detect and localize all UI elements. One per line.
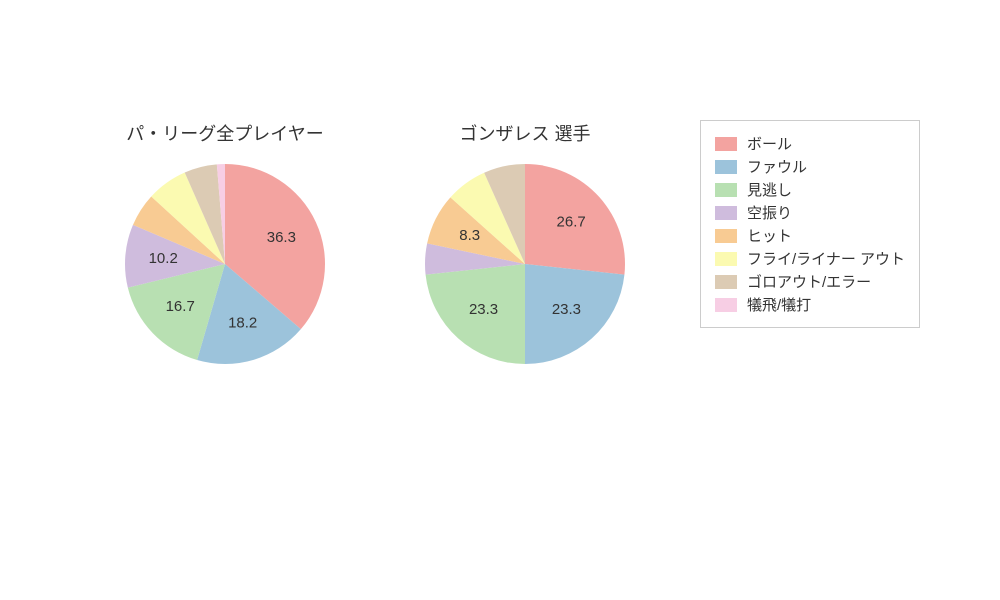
pie-chart-player: ゴンザレス 選手 26.7 23.3 23.3 8.3 <box>395 120 655 379</box>
legend-label-ball: ボール <box>747 133 792 154</box>
legend-item-ground: ゴロアウト/エラー <box>715 271 905 292</box>
legend-item-fly: フライ/ライナー アウト <box>715 248 905 269</box>
legend-item-hit: ヒット <box>715 225 905 246</box>
slice-label-foul: 23.3 <box>552 301 581 318</box>
slice-label-ball: 26.7 <box>557 214 586 231</box>
slice-label-hit: 8.3 <box>459 227 480 244</box>
legend: ボールファウル見逃し空振りヒットフライ/ライナー アウトゴロアウト/エラー犠飛/… <box>700 120 920 328</box>
slice-label-swing: 10.2 <box>149 250 178 267</box>
chart-container: パ・リーグ全プレイヤー 36.3 18.2 16.7 10.2 ゴンザレス 選手 26… <box>0 0 1000 600</box>
legend-item-sac: 犠飛/犠打 <box>715 294 905 315</box>
chart-title-player: ゴンザレス 選手 <box>395 120 655 146</box>
pie-chart-league: パ・リーグ全プレイヤー 36.3 18.2 16.7 10.2 <box>95 120 355 379</box>
legend-swatch-sac <box>715 298 737 312</box>
legend-item-miss: 見逃し <box>715 179 905 200</box>
legend-swatch-miss <box>715 183 737 197</box>
legend-label-swing: 空振り <box>747 202 792 223</box>
legend-swatch-ball <box>715 137 737 151</box>
legend-swatch-ground <box>715 275 737 289</box>
slice-label-miss: 23.3 <box>469 301 498 318</box>
legend-label-fly: フライ/ライナー アウト <box>747 248 905 269</box>
chart-title-league: パ・リーグ全プレイヤー <box>95 120 355 146</box>
legend-swatch-hit <box>715 229 737 243</box>
legend-swatch-foul <box>715 160 737 174</box>
slice-label-ball: 36.3 <box>267 229 296 246</box>
legend-label-ground: ゴロアウト/エラー <box>747 271 871 292</box>
legend-label-miss: 見逃し <box>747 179 792 200</box>
pie-svg-league: 36.3 18.2 16.7 10.2 <box>95 154 355 374</box>
slice-label-foul: 18.2 <box>228 314 257 331</box>
legend-item-ball: ボール <box>715 133 905 154</box>
legend-label-foul: ファウル <box>747 156 807 177</box>
legend-label-hit: ヒット <box>747 225 792 246</box>
slice-label-miss: 16.7 <box>166 298 195 315</box>
legend-swatch-fly <box>715 252 737 266</box>
legend-swatch-swing <box>715 206 737 220</box>
pie-svg-player: 26.7 23.3 23.3 8.3 <box>395 154 655 374</box>
legend-label-sac: 犠飛/犠打 <box>747 294 811 315</box>
legend-item-foul: ファウル <box>715 156 905 177</box>
legend-item-swing: 空振り <box>715 202 905 223</box>
